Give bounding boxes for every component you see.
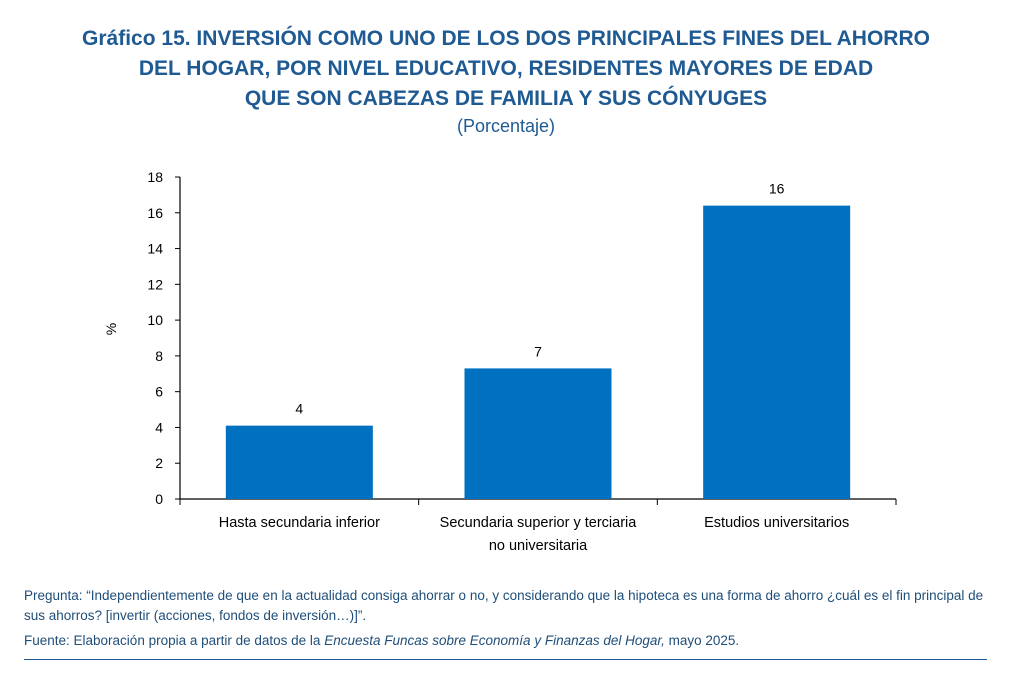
- chart-title: Gráfico 15. INVERSIÓN COMO UNO DE LOS DO…: [0, 24, 1012, 114]
- y-tick-label: 2: [155, 455, 163, 471]
- bar: [225, 425, 373, 499]
- bar-chart: 0 2 4 6 8 10 12 14 16 18% 4 Hasta secundaria inferi…: [103, 169, 897, 554]
- chart-title-line-1: Gráfico 15. INVERSIÓN COMO UNO DE LOS DO…: [82, 27, 930, 50]
- source-note: Fuente: Elaboración propia a partir de d…: [24, 631, 994, 651]
- y-tick-label: 18: [147, 169, 163, 185]
- data-label: 7: [534, 343, 542, 359]
- chart-title-line-3: QUE SON CABEZAS DE FAMILIA Y SUS CÓNYUGE…: [244, 87, 768, 110]
- data-label: 4: [295, 401, 303, 417]
- y-tick-label: 4: [155, 419, 163, 435]
- data-label: 16: [769, 181, 785, 197]
- y-tick-label: 16: [147, 205, 163, 221]
- x-category-label: Hasta secundaria inferior: [219, 515, 380, 531]
- bar: [703, 205, 851, 499]
- y-tick-label: 0: [155, 491, 163, 507]
- y-tick-label: 6: [155, 384, 163, 400]
- y-axis-title: %: [103, 323, 119, 335]
- bar: [464, 368, 612, 499]
- chart-title-line-2: DEL HOGAR, POR NIVEL EDUCATIVO, RESIDENT…: [138, 57, 874, 80]
- x-category-label: no universitaria: [489, 538, 588, 554]
- x-category-label: Secundaria superior y terciaria: [440, 515, 638, 531]
- chart-subtitle: (Porcentaje): [456, 116, 556, 136]
- source-survey-name: Encuesta Funcas sobre Economía y Finanza…: [324, 633, 665, 648]
- x-category-label: Estudios universitarios: [704, 515, 849, 531]
- bottom-rule: [24, 659, 987, 660]
- question-note: Pregunta: “Independientemente de que en …: [24, 588, 984, 623]
- y-tick-label: 10: [147, 312, 163, 328]
- source-prefix: Fuente: Elaboración propia a partir de d…: [24, 633, 325, 648]
- y-tick-label: 8: [155, 348, 163, 364]
- y-tick-label: 14: [147, 241, 163, 257]
- source-suffix: mayo 2025.: [664, 633, 740, 648]
- y-tick-label: 12: [147, 276, 163, 292]
- chart-notes: Pregunta: “Independientemente de que en …: [24, 586, 994, 651]
